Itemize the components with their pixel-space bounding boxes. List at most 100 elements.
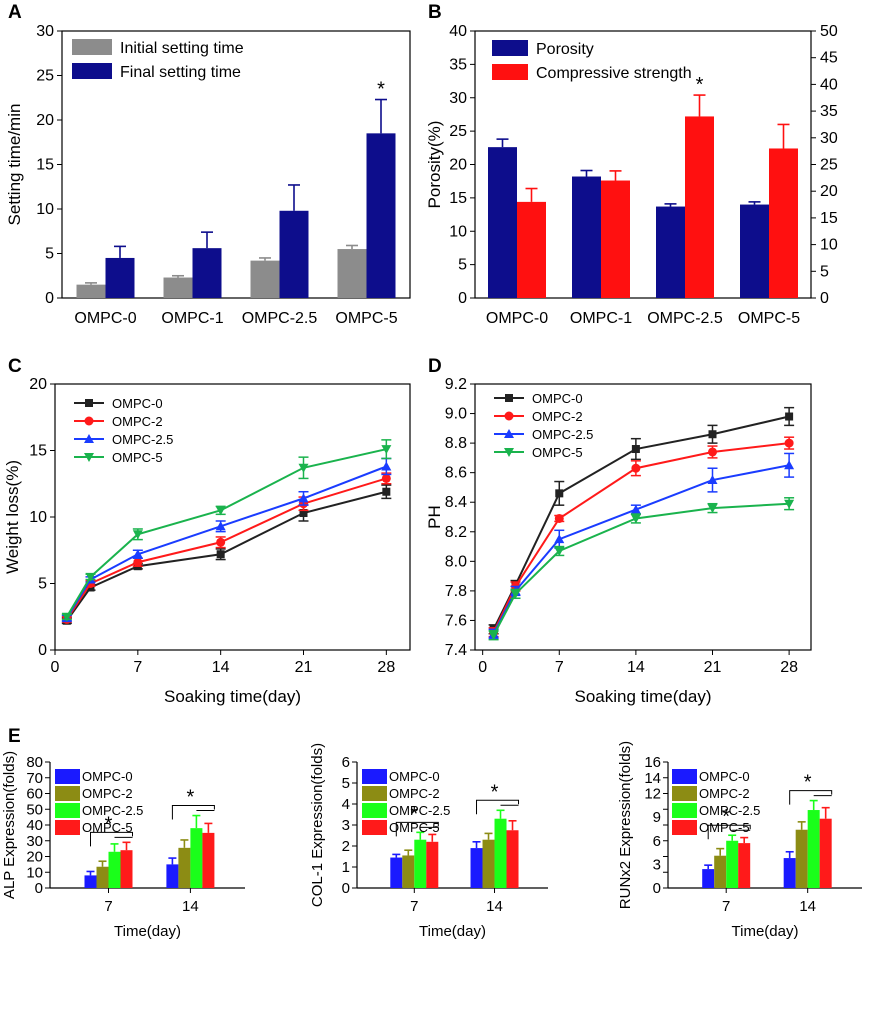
y-tick-label: 4: [342, 796, 350, 813]
x-tick-label: 7: [722, 898, 730, 915]
y-tick-label: 50: [26, 801, 43, 818]
significance-bracket: [171, 805, 215, 820]
bar-ompc-2-5-day-14: [494, 818, 507, 888]
y-tick-label: 15: [449, 190, 467, 207]
significance-star: *: [377, 79, 385, 101]
x-tick-label: 14: [486, 898, 503, 915]
legend-label-ompc-5: OMPC-5: [112, 450, 163, 465]
y-tick-label: 30: [36, 23, 54, 40]
data-point-ompc-2: [216, 537, 226, 547]
legend-swatch-ompc-5: [55, 820, 80, 835]
legend-swatch-ompc-2-5: [362, 803, 387, 818]
bar-ompc-2-day-7: [714, 855, 727, 888]
y-axis-label: RUNx2 Expression(folds): [617, 741, 634, 909]
y2-tick-label: 30: [820, 130, 838, 147]
y-axis-label: Setting time/min: [5, 104, 24, 226]
bar-ompc-0-day-14: [470, 848, 483, 888]
x-tick-label: 28: [377, 659, 395, 676]
legend-label-initial-setting-time: Initial setting time: [120, 40, 244, 57]
x-tick-label: 14: [182, 898, 199, 915]
y-tick-label: 15: [29, 443, 47, 460]
bar-ompc-2-day-7: [96, 866, 109, 888]
plot-frame: [474, 383, 812, 651]
legend-marker-ompc-2: [84, 416, 94, 426]
legend-label-ompc-2: OMPC-2: [112, 414, 163, 429]
legend-label-final-setting-time: Final setting time: [120, 64, 241, 81]
bar-initial-setting-time-ompc-1: [163, 277, 193, 298]
data-point-ompc-2: [554, 513, 564, 523]
y-tick-label: 40: [449, 23, 467, 40]
series-line-ompc-2: [65, 477, 387, 620]
bar-ompc-5-day-14: [202, 832, 215, 888]
y-tick-label: 10: [29, 509, 47, 526]
bar-compressive-strength-ompc-2-5: [685, 116, 714, 298]
y-tick-label: 80: [26, 754, 43, 771]
x-tick-label: 28: [780, 659, 798, 676]
data-point-ompc-5: [381, 445, 392, 455]
y2-tick-label: 45: [820, 50, 838, 67]
bar-ompc-2-day-14: [482, 839, 495, 888]
y2-tick-label: 15: [820, 210, 838, 227]
legend-label-ompc-2: OMPC-2: [82, 786, 133, 801]
legend-swatch-final-setting-time: [72, 63, 112, 79]
significance-star: *: [804, 772, 812, 794]
x-tick-label: 7: [104, 898, 112, 915]
legend-label-ompc-0: OMPC-0: [112, 396, 163, 411]
data-point-ompc-5: [630, 514, 641, 524]
significance-star: *: [105, 813, 113, 835]
bar-ompc-0-day-7: [84, 875, 97, 888]
legend-label-ompc-0: OMPC-0: [389, 769, 440, 784]
data-point-ompc-2: [707, 447, 717, 457]
y2-tick-label: 20: [820, 183, 838, 200]
x-tick-label: OMPC-1: [161, 310, 223, 327]
legend-swatch-ompc-5: [362, 820, 387, 835]
legend-label-ompc-5: OMPC-5: [82, 820, 133, 835]
bar-ompc-2-day-14: [178, 847, 191, 888]
y-tick-label: 70: [26, 770, 43, 787]
y-tick-label: 20: [26, 849, 43, 866]
y-tick-label: 5: [458, 257, 467, 274]
y-tick-label: 3: [342, 817, 350, 834]
y-tick-label: 30: [26, 833, 43, 850]
legend-swatch-ompc-2-5: [55, 803, 80, 818]
y-tick-label: 15: [36, 157, 54, 174]
chart-c-weight-loss: 0 5 10 15 20 0 7 14 21 28 Soaking time(day) Weight …: [3, 376, 411, 706]
legend-label-compressive-strength: Compressive strength: [536, 65, 692, 82]
panel-label-d: D: [428, 356, 442, 377]
legend-label-ompc-0: OMPC-0: [82, 769, 133, 784]
data-point-ompc-5: [707, 504, 718, 514]
series-line-ompc-0: [66, 490, 387, 622]
y-tick-label: 14: [644, 770, 661, 787]
y-tick-label: 40: [26, 817, 43, 834]
data-point-ompc-2-5: [784, 460, 795, 470]
significance-star: *: [696, 74, 704, 96]
y-tick-label: 35: [449, 56, 467, 73]
bar-ompc-2-day-7: [402, 855, 415, 888]
y2-tick-label: 25: [820, 157, 838, 174]
y-tick-label: 0: [653, 880, 661, 897]
x-tick-label: OMPC-5: [335, 310, 397, 327]
x-tick-label: 14: [627, 659, 645, 676]
bar-initial-setting-time-ompc-0: [76, 284, 106, 298]
bar-ompc-2-5-day-14: [190, 828, 203, 888]
legend-marker-ompc-5: [84, 453, 94, 462]
significance-star: *: [187, 787, 195, 809]
x-axis-label: Time(day): [114, 923, 181, 940]
x-tick-label: OMPC-0: [74, 310, 136, 327]
legend-swatch-initial-setting-time: [72, 39, 112, 55]
y-tick-label: 8.8: [445, 435, 467, 452]
bar-ompc-0-day-7: [702, 869, 715, 888]
legend-label-ompc-0: OMPC-0: [532, 391, 583, 406]
bar-compressive-strength-ompc-5: [769, 148, 798, 298]
panel-label-e: E: [8, 726, 21, 747]
legend-swatch-ompc-2: [362, 786, 387, 801]
legend-swatch-porosity: [492, 40, 528, 56]
bar-ompc-5-day-7: [738, 843, 751, 888]
data-point-ompc-0: [299, 509, 308, 518]
data-point-ompc-5: [132, 530, 143, 540]
y-axis-label: Weight loss(%): [3, 460, 22, 574]
data-point-ompc-0: [708, 430, 717, 439]
legend-label-ompc-2-5: OMPC-2.5: [532, 427, 593, 442]
significance-bracket: [707, 824, 751, 840]
